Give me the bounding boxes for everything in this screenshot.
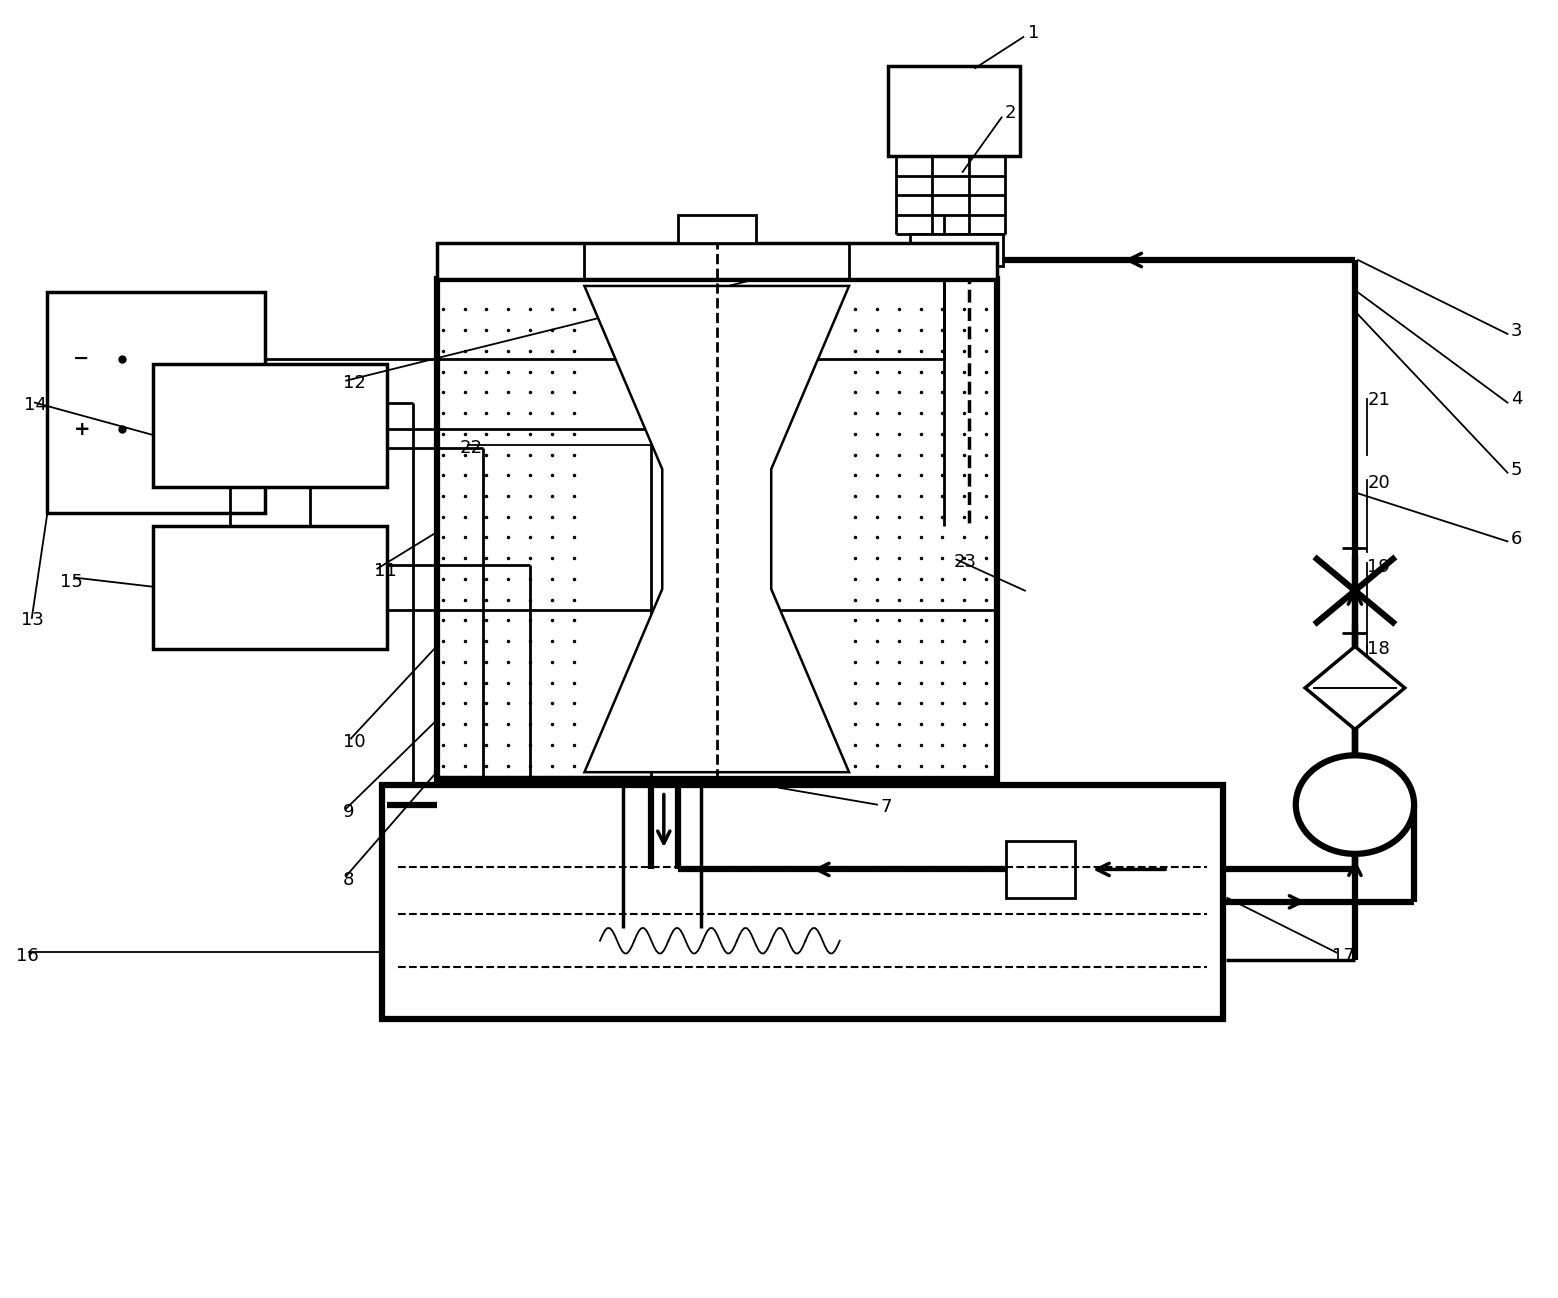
Bar (153, 363, 386, 487)
Text: 13: 13 (20, 611, 44, 630)
Circle shape (1296, 755, 1415, 854)
Bar (910, 234, 1003, 266)
Bar (678, 214, 756, 243)
Text: 23: 23 (953, 553, 977, 571)
Text: 14: 14 (23, 396, 47, 414)
Text: 16: 16 (16, 948, 39, 966)
Text: 7: 7 (880, 798, 891, 816)
Text: 19: 19 (1368, 558, 1390, 576)
Text: 15: 15 (59, 572, 83, 591)
Text: 22: 22 (460, 439, 483, 457)
Text: 4: 4 (1511, 389, 1522, 408)
Bar (436, 279, 997, 779)
Text: +: + (73, 419, 90, 439)
Bar (1006, 841, 1075, 898)
Text: 18: 18 (1368, 640, 1390, 658)
Polygon shape (584, 286, 849, 772)
Text: 5: 5 (1511, 461, 1522, 479)
Bar (47, 292, 265, 513)
Text: 8: 8 (343, 871, 355, 889)
Text: 2: 2 (1005, 105, 1016, 122)
Bar (153, 526, 386, 649)
Text: 6: 6 (1511, 530, 1522, 548)
Polygon shape (1306, 646, 1405, 729)
Text: 20: 20 (1368, 474, 1390, 492)
Text: 1: 1 (1028, 25, 1039, 42)
Text: 9: 9 (343, 803, 355, 822)
Bar (382, 785, 1223, 1019)
Bar (888, 65, 1020, 156)
Text: 21: 21 (1368, 391, 1390, 409)
Text: −: − (73, 349, 90, 369)
Text: 11: 11 (374, 562, 397, 580)
Text: 3: 3 (1511, 322, 1522, 340)
Bar (436, 243, 997, 279)
Text: 10: 10 (343, 733, 366, 752)
Text: 17: 17 (1332, 948, 1354, 966)
Text: 12: 12 (343, 374, 366, 392)
